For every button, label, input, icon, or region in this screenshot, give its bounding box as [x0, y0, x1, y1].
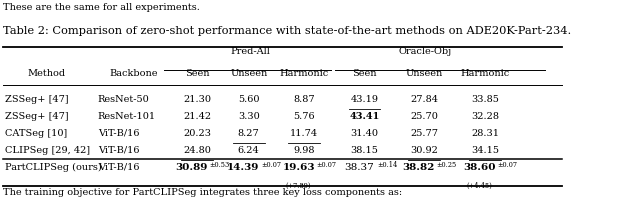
Text: The training objective for PartCLIPSeg integrates three key loss components as:: The training objective for PartCLIPSeg i… [3, 188, 402, 197]
Text: Seen: Seen [185, 69, 209, 78]
Text: Pred-All: Pred-All [231, 48, 271, 56]
Text: 28.31: 28.31 [471, 129, 499, 138]
Text: 5.76: 5.76 [293, 112, 315, 121]
Text: 8.87: 8.87 [293, 95, 315, 104]
Text: 43.41: 43.41 [349, 112, 380, 121]
Text: ±0.07: ±0.07 [497, 161, 517, 169]
Text: 33.85: 33.85 [471, 95, 499, 104]
Text: 20.23: 20.23 [183, 129, 211, 138]
Text: 31.40: 31.40 [351, 129, 379, 138]
Text: 21.30: 21.30 [183, 95, 211, 104]
Text: 38.60: 38.60 [463, 163, 495, 172]
Text: Table 2: Comparison of zero-shot performance with state-of-the-art methods on AD: Table 2: Comparison of zero-shot perform… [3, 26, 571, 36]
Text: 24.80: 24.80 [183, 146, 211, 155]
Text: 38.15: 38.15 [351, 146, 378, 155]
Text: 19.63: 19.63 [282, 163, 315, 172]
Text: 11.74: 11.74 [290, 129, 318, 138]
Text: ±0.07: ±0.07 [317, 161, 337, 169]
Text: 38.37: 38.37 [344, 163, 374, 172]
Text: ZSSeg+ [47]: ZSSeg+ [47] [4, 112, 68, 121]
Text: Harmonic: Harmonic [280, 69, 329, 78]
Text: ±0.25: ±0.25 [436, 161, 456, 169]
Text: 25.77: 25.77 [410, 129, 438, 138]
Text: Unseen: Unseen [405, 69, 443, 78]
Text: ViT-B/16: ViT-B/16 [98, 146, 140, 155]
Text: ViT-B/16: ViT-B/16 [98, 129, 140, 138]
Text: 43.19: 43.19 [351, 95, 379, 104]
Text: CATSeg [10]: CATSeg [10] [4, 129, 67, 138]
Text: These are the same for all experiments.: These are the same for all experiments. [3, 3, 200, 12]
Text: ViT-B/16: ViT-B/16 [98, 163, 140, 172]
Text: Harmonic: Harmonic [460, 69, 509, 78]
Text: PartCLIPSeg (ours): PartCLIPSeg (ours) [4, 163, 101, 172]
Text: 9.98: 9.98 [293, 146, 315, 155]
Text: Unseen: Unseen [230, 69, 268, 78]
Text: Backbone: Backbone [109, 69, 158, 78]
Text: (+4.45): (+4.45) [467, 181, 492, 189]
Text: Method: Method [28, 69, 66, 78]
Text: Oracle-Obj: Oracle-Obj [398, 48, 451, 56]
Text: 3.30: 3.30 [238, 112, 260, 121]
Text: 5.60: 5.60 [238, 95, 259, 104]
Text: 27.84: 27.84 [410, 95, 438, 104]
Text: ZSSeg+ [47]: ZSSeg+ [47] [4, 95, 68, 104]
Text: ResNet-101: ResNet-101 [98, 112, 156, 121]
Text: 30.89: 30.89 [175, 163, 208, 172]
Text: 6.24: 6.24 [238, 146, 260, 155]
Text: 21.42: 21.42 [183, 112, 211, 121]
Text: 14.39: 14.39 [227, 163, 259, 172]
Text: ResNet-50: ResNet-50 [98, 95, 150, 104]
Text: 25.70: 25.70 [410, 112, 438, 121]
Text: 8.27: 8.27 [238, 129, 260, 138]
Text: ±0.14: ±0.14 [377, 161, 397, 169]
Text: (+7.89): (+7.89) [285, 181, 311, 189]
Text: ±0.07: ±0.07 [261, 161, 281, 169]
Text: Seen: Seen [353, 69, 377, 78]
Text: CLIPSeg [29, 42]: CLIPSeg [29, 42] [4, 146, 90, 155]
Text: 38.82: 38.82 [402, 163, 435, 172]
Text: 30.92: 30.92 [410, 146, 438, 155]
Text: ±0.53: ±0.53 [210, 161, 230, 169]
Text: 34.15: 34.15 [471, 146, 499, 155]
Text: 32.28: 32.28 [471, 112, 499, 121]
